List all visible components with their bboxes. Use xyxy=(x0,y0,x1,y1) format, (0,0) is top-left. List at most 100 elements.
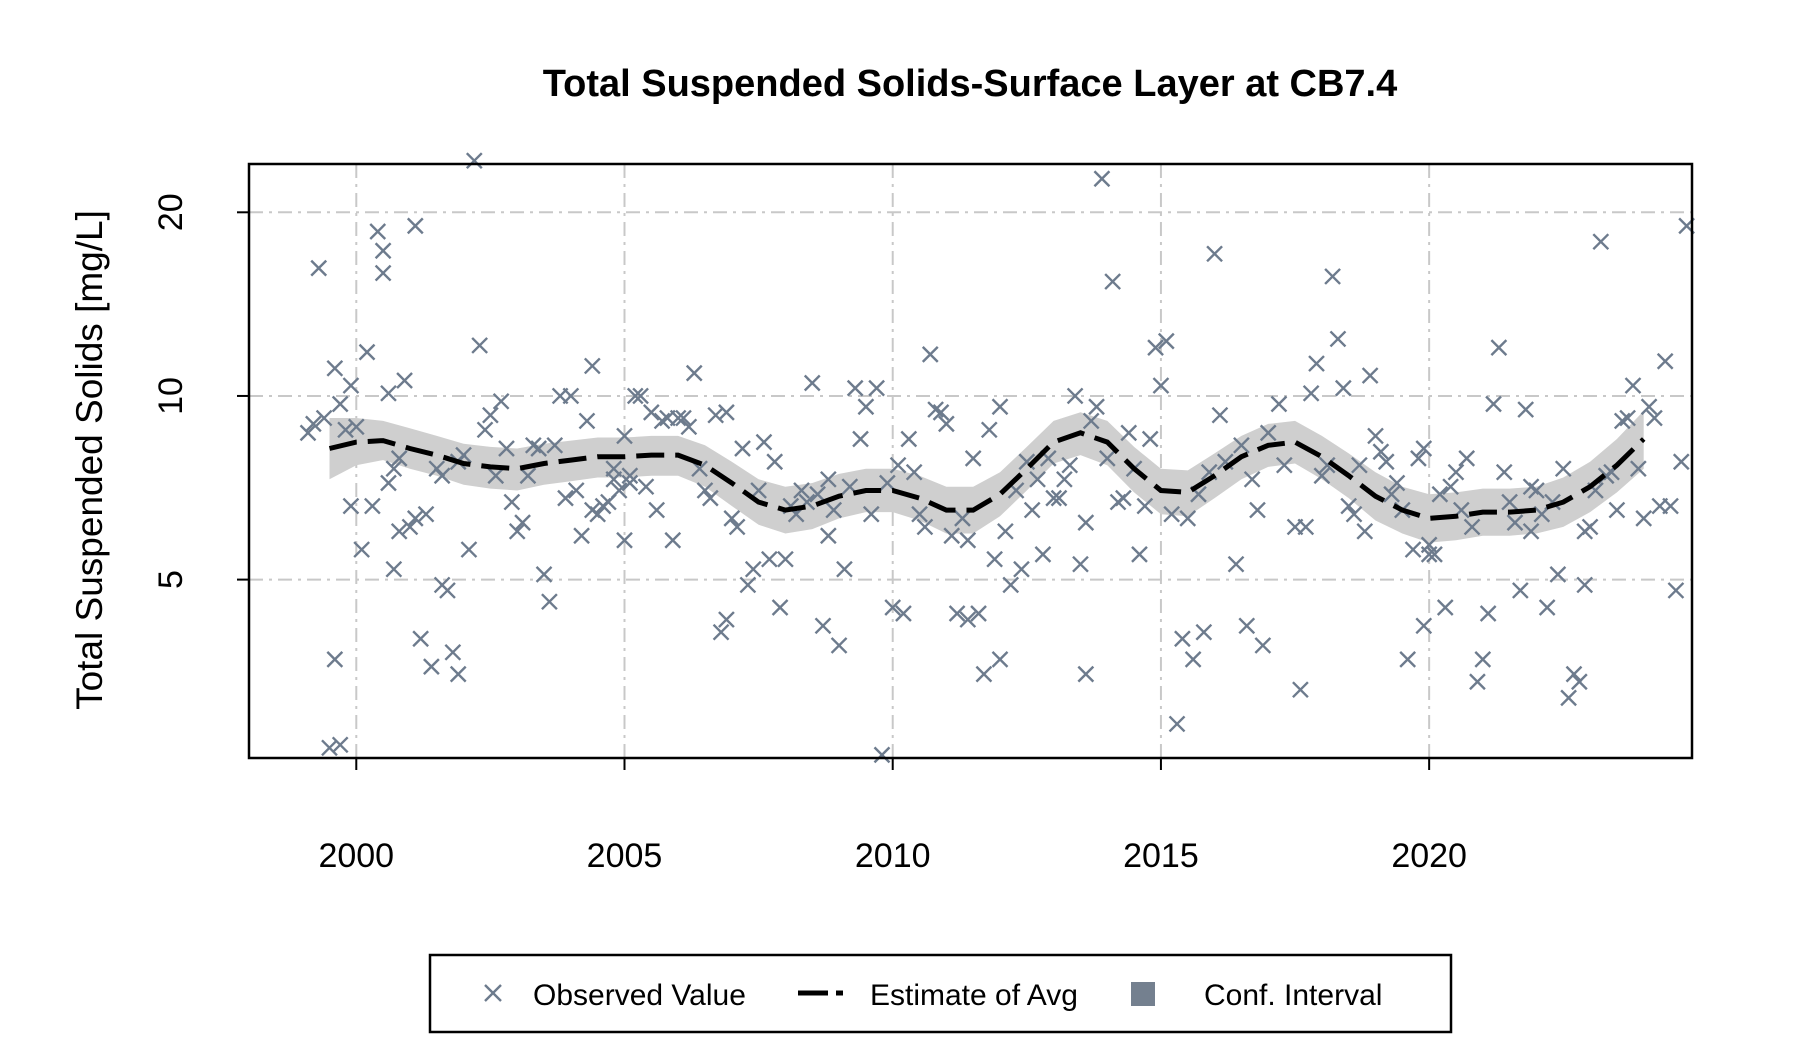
observed-point xyxy=(621,467,639,485)
observed-point xyxy=(980,421,998,439)
observed-point xyxy=(1624,377,1642,394)
observed-point xyxy=(321,739,338,757)
observed-point xyxy=(1646,409,1663,427)
observed-point xyxy=(1672,453,1690,471)
observed-point xyxy=(1292,681,1309,699)
observed-point xyxy=(1442,478,1459,496)
observed-point xyxy=(707,406,725,424)
observed-point xyxy=(1571,673,1588,691)
observed-point xyxy=(819,470,837,488)
observed-point xyxy=(1410,450,1427,467)
observed-point xyxy=(1463,518,1481,536)
observed-point xyxy=(621,474,639,492)
observed-point xyxy=(465,152,483,170)
observed-point xyxy=(1168,715,1186,733)
observed-point xyxy=(498,440,515,457)
observed-point xyxy=(385,460,403,478)
observed-point xyxy=(905,463,923,481)
observed-point xyxy=(814,617,832,635)
observed-point xyxy=(1560,689,1577,707)
observed-point xyxy=(374,242,392,260)
observed-point xyxy=(557,489,574,507)
observed-point xyxy=(1436,599,1454,616)
observed-point xyxy=(1093,170,1111,188)
observed-point xyxy=(1184,651,1202,668)
observed-point xyxy=(460,541,478,558)
observed-point xyxy=(1613,412,1631,430)
x-tick-label: 2010 xyxy=(855,837,931,875)
observed-point xyxy=(471,337,489,354)
observed-point xyxy=(1528,482,1545,499)
observed-point xyxy=(1029,470,1046,488)
observed-point xyxy=(374,264,392,282)
observed-point xyxy=(1013,560,1030,578)
observed-point xyxy=(975,665,993,683)
confidence-band xyxy=(329,410,1644,543)
observed-point xyxy=(739,576,757,594)
observed-point xyxy=(1120,424,1138,442)
x-tick-label: 2005 xyxy=(587,837,663,875)
observed-point xyxy=(1259,424,1277,442)
observed-point xyxy=(1619,409,1636,427)
observed-point xyxy=(610,482,628,499)
observed-point xyxy=(1072,555,1089,573)
observed-point xyxy=(685,364,703,382)
observed-point xyxy=(680,418,698,436)
observed-point xyxy=(1157,332,1175,350)
observed-point xyxy=(342,377,360,394)
observed-point xyxy=(1356,522,1374,540)
observed-point xyxy=(1474,651,1492,668)
observed-point xyxy=(1297,518,1315,536)
observed-point xyxy=(959,531,977,549)
observed-point xyxy=(862,505,880,523)
observed-point xyxy=(777,550,794,568)
observed-point xyxy=(943,527,961,545)
observed-point xyxy=(954,510,971,527)
legend-label-estimate: Estimate of Avg xyxy=(870,979,1078,1012)
observed-point xyxy=(889,456,907,474)
observed-point xyxy=(578,412,596,430)
observed-point xyxy=(846,379,864,397)
observed-point xyxy=(825,501,843,519)
observed-point xyxy=(412,630,430,648)
observed-point xyxy=(1340,497,1358,515)
observed-point xyxy=(1066,387,1084,405)
observed-point xyxy=(868,379,885,397)
observed-point xyxy=(750,482,767,499)
observed-point xyxy=(728,518,746,536)
observed-point xyxy=(1174,630,1191,648)
observed-point xyxy=(358,343,376,361)
observed-points xyxy=(299,152,1695,764)
observed-point xyxy=(1511,582,1529,599)
observed-point xyxy=(1088,398,1105,416)
observed-point xyxy=(1656,352,1674,370)
observed-point xyxy=(959,611,977,628)
observed-point xyxy=(315,409,333,427)
estimate-line xyxy=(328,430,1646,521)
observed-point xyxy=(1608,501,1626,519)
observed-point xyxy=(1522,522,1540,540)
y-axis: 5 10 20 xyxy=(152,193,249,589)
observed-point xyxy=(1233,436,1250,454)
observed-point xyxy=(1227,555,1245,573)
observed-point xyxy=(1270,395,1288,413)
observed-point xyxy=(948,605,966,622)
observed-point xyxy=(1372,443,1390,461)
observed-point xyxy=(449,665,467,683)
x-tick-label: 2015 xyxy=(1123,837,1199,875)
observed-point xyxy=(1131,545,1148,563)
observed-point xyxy=(1238,617,1256,635)
observed-point xyxy=(530,440,548,457)
observed-point xyxy=(653,412,671,430)
estimate-of-avg-line xyxy=(328,430,1646,521)
observed-point xyxy=(1377,453,1395,471)
observed-point xyxy=(760,550,778,568)
observed-point xyxy=(1329,330,1347,348)
observed-point xyxy=(353,541,370,558)
observed-point xyxy=(771,599,789,616)
observed-point xyxy=(723,510,741,527)
y-tick-label: 5 xyxy=(152,570,190,589)
observed-point xyxy=(900,430,918,448)
observed-point xyxy=(1179,510,1197,527)
observed-point xyxy=(305,415,322,433)
